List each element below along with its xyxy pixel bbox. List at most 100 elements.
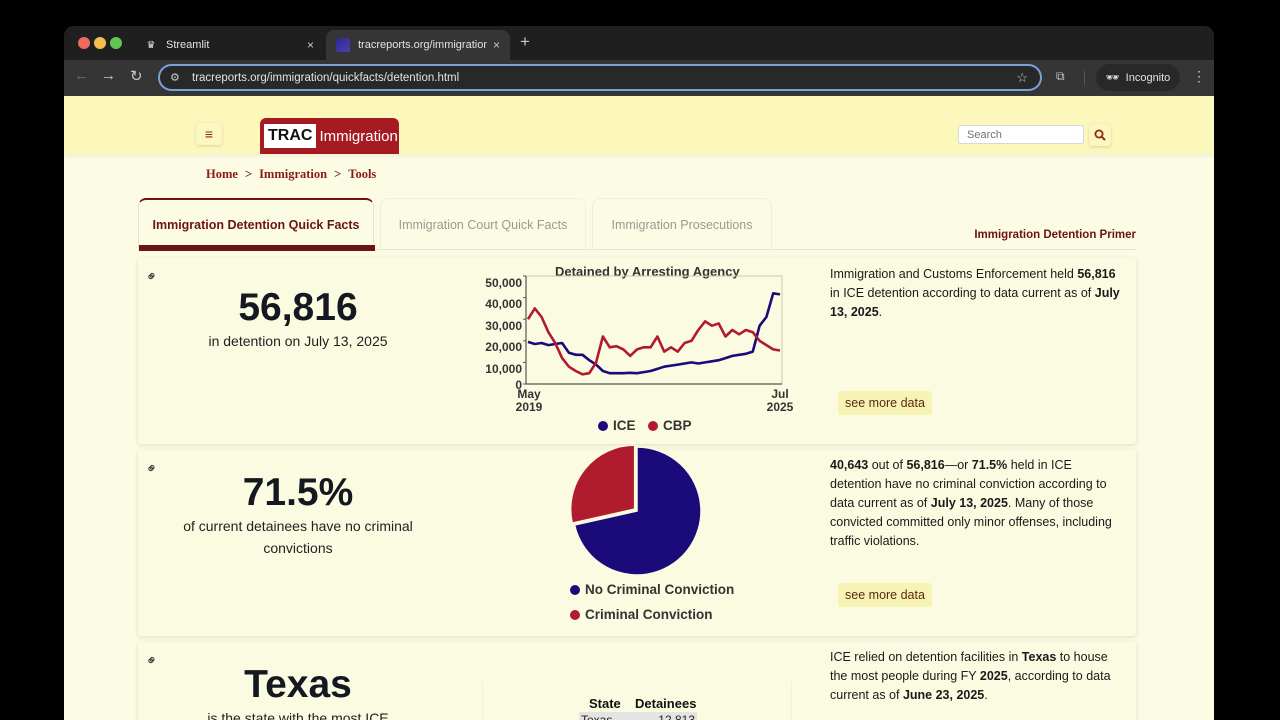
- tab-prosecutions[interactable]: Immigration Prosecutions: [592, 198, 772, 250]
- x-tick-label-end: Jul 2025: [766, 387, 794, 414]
- legend-dot-icon: [648, 420, 658, 431]
- series-cbp-line: [526, 307, 781, 376]
- stat-block: 56,816 in detention on July 13, 2025: [178, 286, 418, 352]
- link-icon[interactable]: ⚭: [141, 266, 162, 286]
- convictions-card: ⚭ 71.5% of current detainees have no cri…: [138, 444, 1136, 636]
- close-tab-icon[interactable]: ×: [306, 38, 314, 52]
- site-header: ≡ TRAC Immigration: [64, 96, 1214, 154]
- legend-conviction: Criminal Conviction: [570, 607, 713, 622]
- y-tick-label: 0: [515, 378, 522, 392]
- close-tab-icon[interactable]: ×: [492, 38, 500, 52]
- series-ice-line: [527, 291, 781, 375]
- desc-text: to house the most people during FY: [830, 650, 1108, 683]
- breadcrumb: Home > Immigration > Tools: [206, 167, 376, 182]
- desc-text: .: [878, 305, 883, 319]
- table-header-detainees: Detainees: [635, 696, 697, 711]
- desc-bold: 71.5%: [971, 458, 1008, 472]
- browser-menu-icon[interactable]: ⋮: [1192, 68, 1206, 84]
- pie-slice-criminal-conviction: [570, 444, 636, 524]
- stat-block: Texas is the state with the most ICE: [178, 663, 418, 720]
- desc-bold: 2025: [979, 669, 1008, 683]
- new-tab-button[interactable]: +: [520, 32, 530, 51]
- desc-text: Immigration and Customs Enforcement held: [830, 267, 1078, 281]
- desc-text: in ICE detention according to data curre…: [830, 286, 1095, 300]
- legend-dot-icon: [598, 420, 608, 431]
- tab-detention-quick-facts[interactable]: Immigration Detention Quick Facts: [138, 198, 375, 251]
- tab-court-quick-facts[interactable]: Immigration Court Quick Facts: [380, 198, 586, 250]
- incognito-badge[interactable]: 🕶 Incognito: [1096, 64, 1180, 91]
- incognito-label: Incognito: [1125, 71, 1171, 84]
- convictions-percent: 71.5%: [242, 471, 354, 514]
- desc-bold: 40,643: [830, 458, 869, 472]
- breadcrumb-home[interactable]: Home: [206, 167, 238, 181]
- tab-title: Streamlit: [166, 39, 210, 51]
- search-button[interactable]: [1089, 124, 1111, 146]
- page-tabs: Immigration Detention Quick Facts Immigr…: [138, 198, 1136, 251]
- site-settings-icon[interactable]: ⚙: [170, 72, 180, 84]
- maximize-window-button[interactable]: [110, 37, 122, 49]
- detention-number: 56,816: [238, 286, 358, 329]
- trac-favicon-icon: [336, 38, 350, 52]
- address-bar[interactable]: ⚙ tracreports.org/immigration/quickfacts…: [158, 64, 1042, 91]
- logo-immigration: Immigration: [319, 127, 398, 145]
- desc-text: out of: [868, 458, 907, 472]
- breadcrumb-separator: >: [334, 167, 342, 181]
- browser-tab-streamlit[interactable]: ♛ Streamlit ×: [134, 30, 324, 60]
- browser-tab-trac[interactable]: tracreports.org/immigration/q ×: [326, 30, 510, 60]
- state-description: ICE relied on detention facilities in Te…: [830, 648, 1126, 705]
- convictions-description: 40,643 out of 56,816—or 71.5% held in IC…: [830, 456, 1126, 551]
- back-arrow-icon[interactable]: ←: [74, 67, 89, 84]
- hamburger-menu-icon[interactable]: ≡: [196, 123, 222, 145]
- pie-chart: [570, 444, 702, 576]
- reload-icon[interactable]: ↻: [130, 68, 143, 85]
- line-chart-plot: [523, 275, 783, 385]
- breadcrumb-immigration[interactable]: Immigration: [259, 167, 328, 181]
- tab-bar: ♛ Streamlit × tracreports.org/immigratio…: [64, 26, 1214, 60]
- x-tick-label-start: May 2019: [515, 387, 543, 414]
- legend-label: Criminal Conviction: [585, 607, 713, 622]
- link-icon[interactable]: ⚭: [141, 650, 162, 670]
- legend-ice: ICE: [598, 418, 636, 433]
- desc-text: ICE relied on detention facilities in: [830, 650, 1022, 664]
- desc-bold: June 23, 2025: [902, 688, 985, 702]
- logo-trac: TRAC: [264, 124, 317, 148]
- browser-window: ♛ Streamlit × tracreports.org/immigratio…: [64, 26, 1214, 720]
- incognito-icon: 🕶: [1105, 72, 1120, 84]
- desc-text: , according to data current as of: [830, 669, 1111, 702]
- forward-arrow-icon[interactable]: →: [101, 67, 116, 84]
- legend-dot-icon: [570, 584, 580, 595]
- desc-bold: Texas: [1021, 650, 1057, 664]
- legend-dot-icon: [570, 609, 580, 620]
- close-window-button[interactable]: [78, 37, 90, 49]
- desc-bold: 56,816: [1077, 267, 1116, 281]
- trac-immigration-logo[interactable]: TRAC Immigration: [260, 118, 399, 154]
- desc-text: .: [984, 688, 988, 702]
- detention-primer-link[interactable]: Immigration Detention Primer: [974, 229, 1136, 241]
- crown-icon: ♛: [146, 39, 156, 51]
- url-text[interactable]: tracreports.org/immigration/quickfacts/d…: [192, 71, 460, 84]
- breadcrumb-separator: >: [244, 167, 253, 181]
- y-tick-label: 40,000: [485, 297, 522, 311]
- chart-title: Detained by Arresting Agency: [555, 264, 740, 279]
- detention-description: Immigration and Customs Enforcement held…: [830, 265, 1126, 322]
- top-state-name: Texas: [244, 663, 352, 706]
- lens-search-icon[interactable]: ⧉: [1056, 69, 1065, 83]
- table-cell-state: Texas: [581, 713, 613, 720]
- browser-toolbar: ← → ↻ ⚙ tracreports.org/immigration/quic…: [64, 60, 1214, 96]
- y-tick-label: 20,000: [485, 340, 522, 354]
- breadcrumb-tools[interactable]: Tools: [348, 167, 377, 181]
- see-more-data-button[interactable]: see more data: [838, 391, 932, 415]
- detention-count-card: ⚭ 56,816 in detention on July 13, 2025 D…: [138, 258, 1136, 444]
- search-input[interactable]: [958, 125, 1084, 144]
- desc-text: . Many of those convicted committed only…: [830, 496, 1112, 548]
- table-cell-detainees: 12,813: [658, 713, 695, 720]
- see-more-data-button[interactable]: see more data: [838, 583, 932, 607]
- desc-bold: 56,816: [906, 458, 945, 472]
- bookmark-star-icon[interactable]: ☆: [1016, 69, 1028, 85]
- minimize-window-button[interactable]: [94, 37, 106, 49]
- desc-text: —or: [944, 458, 972, 472]
- link-icon[interactable]: ⚭: [141, 458, 162, 478]
- state-table: State Detainees Texas 12,813: [482, 682, 792, 720]
- desc-bold: July 13, 2025: [930, 496, 1008, 510]
- page-content: ≡ TRAC Immigration Home > Immigration > …: [64, 96, 1214, 720]
